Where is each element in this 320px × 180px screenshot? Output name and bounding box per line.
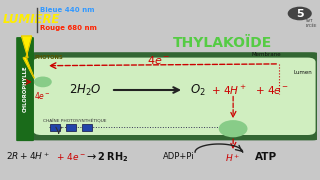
Text: CHLOROPHYLLE: CHLOROPHYLLE [22,66,28,112]
FancyBboxPatch shape [66,124,76,130]
Text: SVT
LYCÉE: SVT LYCÉE [306,19,317,28]
FancyBboxPatch shape [27,52,320,140]
Text: LUMIÈRE: LUMIÈRE [3,13,61,26]
Text: Bleue 440 nm: Bleue 440 nm [40,7,94,13]
Text: $\mathbf{2\ RH_2}$: $\mathbf{2\ RH_2}$ [97,150,128,163]
FancyBboxPatch shape [82,124,92,130]
Text: ADP+Pi: ADP+Pi [164,152,195,161]
Text: $4e^-$: $4e^-$ [34,90,51,101]
Text: ATP: ATP [255,152,277,162]
Text: $O_2$: $O_2$ [190,82,206,98]
Text: $\rightarrow$: $\rightarrow$ [84,152,97,162]
Polygon shape [21,36,34,78]
Text: 5: 5 [296,8,304,19]
Text: $+\ 4H^+$: $+\ 4H^+$ [211,84,247,96]
Text: PHOTONS: PHOTONS [34,55,63,60]
Text: Rouge 680 nm: Rouge 680 nm [40,25,97,31]
FancyBboxPatch shape [16,37,34,141]
Text: $H^+$: $H^+$ [226,153,241,164]
Text: $2R + 4H^+$: $2R + 4H^+$ [6,151,50,162]
Text: Membrane: Membrane [252,52,281,57]
Text: CHAÎNE PHOTOSYNTHÉTIQUE: CHAÎNE PHOTOSYNTHÉTIQUE [43,119,106,124]
Text: THYLAKOÏDE: THYLAKOÏDE [172,36,272,50]
Circle shape [288,7,312,20]
Text: $+\ 4e^-$: $+\ 4e^-$ [55,151,85,162]
Text: $4e^-$: $4e^-$ [147,54,170,66]
FancyBboxPatch shape [50,124,60,130]
Circle shape [35,77,51,87]
Text: Lumen: Lumen [293,69,312,75]
FancyBboxPatch shape [33,58,316,135]
Text: $+\ 4e^-$: $+\ 4e^-$ [255,84,290,96]
Circle shape [220,121,246,136]
Text: $2H_2O$: $2H_2O$ [69,82,102,98]
